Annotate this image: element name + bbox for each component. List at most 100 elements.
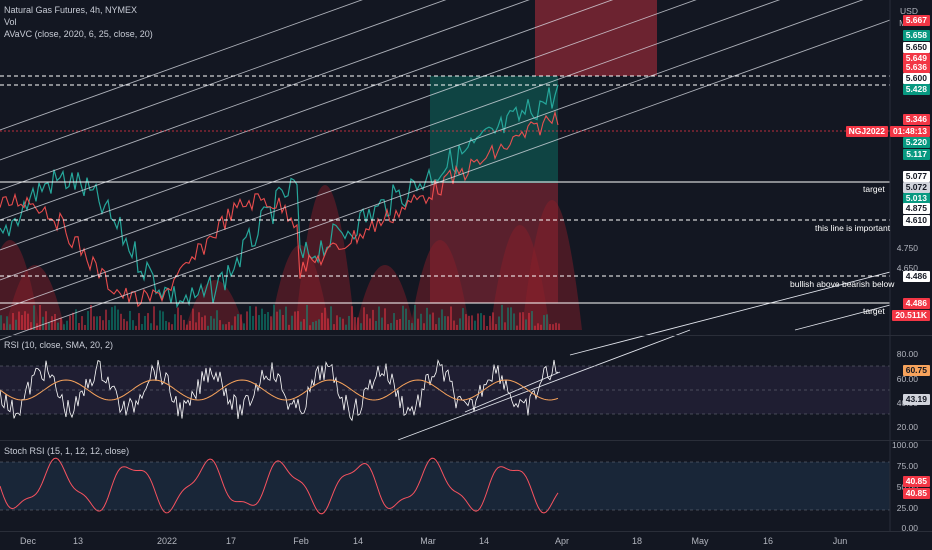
volume-bar: [537, 323, 539, 330]
time-tick: May: [691, 536, 709, 546]
price-series: [0, 84, 559, 309]
trend-channel-line: [0, 0, 530, 191]
volume-bar: [66, 320, 68, 330]
indicator-legend[interactable]: AVaVC (close, 2020, 6, 25, close, 20): [4, 29, 153, 39]
trend-channel-line: [0, 0, 614, 221]
volume-bar: [87, 311, 89, 330]
volume-bar: [21, 315, 23, 330]
price-tick: 4.650: [896, 263, 918, 273]
volume-bar: [168, 322, 170, 330]
volume-bar: [42, 316, 44, 330]
price-label: 5.428: [902, 84, 930, 95]
volume-bar: [105, 309, 107, 330]
price-label: 5.013: [902, 193, 930, 204]
volume-bar: [492, 312, 494, 330]
volume-bar: [432, 312, 434, 330]
volume-bar: [240, 314, 242, 330]
volume-bar: [366, 314, 368, 330]
pane-separator[interactable]: [0, 335, 932, 336]
price-label: 5.636: [902, 62, 930, 73]
volume-bar: [132, 320, 134, 330]
annotation-important[interactable]: this line is important: [815, 223, 891, 233]
volume-bar: [294, 311, 296, 330]
volume-bar: [180, 315, 182, 330]
volume-bar: [558, 323, 560, 330]
volume-bar: [513, 313, 515, 330]
pane-separator[interactable]: [0, 440, 932, 441]
volume-bar: [156, 325, 158, 330]
stoch-k-value: 40.85: [902, 476, 930, 487]
trend-channel-line: [0, 0, 363, 131]
volume-bar: [411, 323, 413, 330]
annotation-bullish[interactable]: bullish above bearish below: [790, 279, 895, 289]
volume-bar: [351, 306, 353, 330]
volume-bar: [465, 314, 467, 330]
volume-bar: [72, 312, 74, 330]
volume-bar: [237, 314, 239, 330]
volume-bar: [177, 307, 179, 330]
volume-bar: [348, 315, 350, 330]
volume-bar: [408, 319, 410, 330]
volume-bar: [108, 320, 110, 330]
volume-bar: [378, 306, 380, 330]
volume-bar: [123, 318, 125, 330]
currency-label[interactable]: USD: [900, 6, 918, 16]
volatility-band: [295, 185, 355, 330]
volume-bar: [135, 325, 137, 330]
volume-bar: [174, 314, 176, 330]
volume-bar: [438, 317, 440, 330]
volume-bar: [216, 310, 218, 330]
volume-bar: [243, 323, 245, 330]
volume-bar: [444, 316, 446, 330]
time-tick: Dec: [19, 536, 37, 546]
symbol-badge: NGJ2022: [845, 126, 888, 137]
stoch-legend[interactable]: Stoch RSI (15, 1, 12, 12, close): [4, 446, 130, 456]
volume-bar: [303, 319, 305, 330]
volatility-band: [522, 200, 582, 330]
volume-bar: [3, 323, 5, 330]
volume-bar: [501, 304, 503, 330]
annotation-target-bottom[interactable]: target: [863, 306, 885, 316]
volume-bar: [354, 317, 356, 330]
volume-bar: [285, 306, 287, 330]
volume-bar: [480, 313, 482, 330]
rsi-ma-value: 60.75: [902, 365, 930, 376]
volume-bar: [198, 312, 200, 330]
volume-legend[interactable]: Vol: [4, 17, 17, 27]
volume-bar: [516, 325, 518, 330]
volatility-band: [0, 240, 40, 330]
time-tick: 13: [72, 536, 84, 546]
volume-bar: [384, 308, 386, 330]
volume-bar: [138, 313, 140, 330]
volume-bar: [522, 312, 524, 330]
price-label: 5.072: [902, 182, 930, 193]
symbol-title[interactable]: Natural Gas Futures, 4h, NYMEX: [4, 5, 138, 15]
volume-bar: [12, 313, 14, 330]
stoch-tick: 75.00: [896, 461, 918, 471]
volume-bar: [81, 316, 83, 330]
volume-bar: [309, 325, 311, 330]
volume-bar: [69, 315, 71, 330]
volume-bar: [9, 324, 11, 330]
volume-bar: [324, 307, 326, 330]
annotation-target-top[interactable]: target: [863, 184, 885, 194]
volume-bar: [528, 312, 530, 330]
volume-bar: [204, 315, 206, 330]
volume-bar: [483, 315, 485, 330]
volume-bar: [120, 313, 122, 330]
rsi-line: [0, 359, 559, 422]
volume-bar: [441, 309, 443, 330]
vwap-series: [0, 110, 559, 308]
rsi-legend[interactable]: RSI (10, close, SMA, 20, 2): [4, 340, 114, 350]
rsi-tick: 80.00: [896, 349, 918, 359]
volume-bar: [279, 309, 281, 330]
volume-bar: [78, 323, 80, 330]
volume-bar: [426, 307, 428, 330]
volume-bar: [417, 318, 419, 330]
stoch-tick: 50.00: [896, 482, 918, 492]
volume-bar: [90, 304, 92, 330]
volume-bar: [357, 317, 359, 330]
volume-bar: [264, 314, 266, 330]
volatility-band: [410, 240, 470, 330]
